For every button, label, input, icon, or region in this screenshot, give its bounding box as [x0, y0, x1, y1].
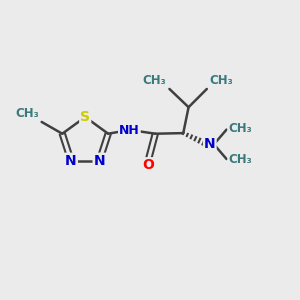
- Text: N: N: [65, 154, 77, 168]
- Text: N: N: [94, 154, 105, 168]
- Text: O: O: [142, 158, 154, 172]
- Text: CH₃: CH₃: [228, 153, 252, 166]
- Text: CH₃: CH₃: [143, 74, 166, 87]
- Text: NH: NH: [119, 124, 140, 137]
- Text: CH₃: CH₃: [16, 107, 39, 121]
- Text: N: N: [204, 137, 216, 151]
- Text: CH₃: CH₃: [228, 122, 252, 136]
- Text: CH₃: CH₃: [209, 74, 233, 88]
- Text: S: S: [80, 110, 90, 124]
